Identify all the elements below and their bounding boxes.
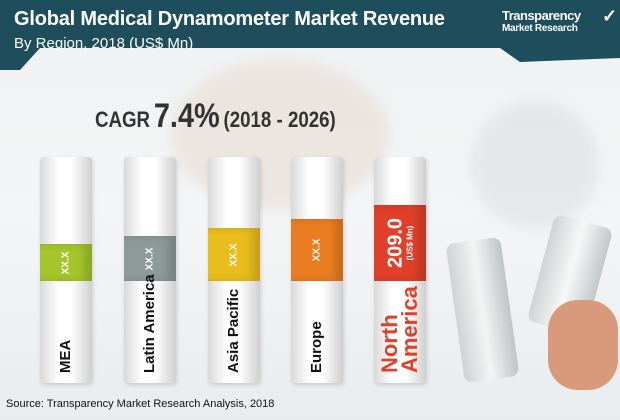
cagr-callout: CAGR 7.4% (2018 - 2026) [95,97,336,136]
bar-value-band: XX.X [40,244,92,281]
data-label-value: 209.0 [384,217,407,269]
category-label: Europe [308,321,325,373]
bar-mea: XX.X MEA [40,157,92,383]
category-label: Latin America [141,274,158,373]
data-label: XX.X [144,247,156,270]
company-logo: Transparency Market Research ✓ [502,6,617,34]
hand-image [548,300,618,390]
category-label: Asia Pacific [225,288,242,373]
background-decoration [170,60,390,210]
bar-value-band: XX.X [291,219,343,281]
bar-value-band: XX.X [124,236,176,281]
category-label: North America [377,286,422,373]
data-label: XX.X [228,243,240,266]
bar-europe: XX.X Europe [291,157,343,383]
background-decoration [470,100,600,230]
bar-asia-pacific: XX.X Asia Pacific [208,157,260,383]
source-note: Source: Transparency Market Research Ana… [6,398,275,410]
cagr-label: CAGR [95,107,151,132]
data-label-unit: (US$ Mn) [405,225,415,261]
data-label: XX.X [311,238,323,262]
bar-latin-america: XX.X Latin America [124,157,176,383]
bar-value-band: XX.X [208,228,260,281]
bar-north-america: 209.0 (US$ Mn) North America [374,157,426,383]
chart-subtitle: By Region, 2018 (US$ Mn) [14,35,194,52]
cagr-period: (2018 - 2026) [223,107,336,132]
data-label: XX.X [60,251,72,274]
bar-value-band: 209.0 (US$ Mn) [374,205,426,281]
checkmark-icon: ✓ [602,6,618,26]
cagr-value: 7.4% [153,97,220,135]
dynamometer-device-image [445,236,520,384]
data-label: 209.0 (US$ Mn) [384,217,415,269]
chart-title: Global Medical Dynamometer Market Revenu… [14,8,445,30]
logo-line2: Market Research [502,23,578,34]
category-label: MEA [57,339,74,373]
logo-line1: Transparency [502,8,581,23]
